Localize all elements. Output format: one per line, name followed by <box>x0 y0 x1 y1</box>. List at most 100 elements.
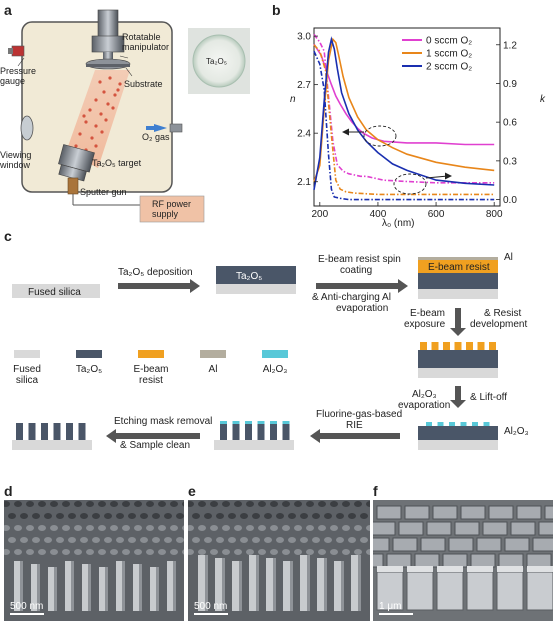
sem-pillar-top <box>198 549 206 555</box>
sem-pillar-top <box>210 549 218 555</box>
sem-pillar-top <box>176 513 184 519</box>
flow-arrow-5 <box>310 429 400 443</box>
sem-pillar-shade <box>139 564 142 611</box>
final-pillar <box>28 423 36 440</box>
sem-pillar <box>116 561 125 611</box>
xtick-label-2: 600 <box>428 209 445 220</box>
sem-block-cap <box>527 566 553 572</box>
ytick-right-label-0: 0.0 <box>503 195 517 206</box>
sem-pillar-top <box>122 501 130 507</box>
legend-material-label: Al <box>209 364 218 375</box>
sem-pillar-top <box>152 537 160 543</box>
sem-block-top <box>373 553 384 568</box>
sem-pillar-top <box>222 501 230 507</box>
sem-block <box>496 571 524 611</box>
label-manipulator-1: Rotatable <box>122 32 161 42</box>
sem-pillar-shade <box>20 561 23 611</box>
legend-material-label-2: silica <box>16 375 39 386</box>
sem-pillar-top <box>122 549 130 555</box>
sem-pillar-top <box>282 549 290 555</box>
sem-pillar-top <box>56 537 64 543</box>
sem-pillar-shade <box>156 567 159 611</box>
sem-pillar <box>167 561 176 611</box>
label-al2o3: Al₂O₃ <box>504 426 529 437</box>
sem-pillar-top <box>8 513 16 519</box>
sem-pillar-top <box>282 525 290 531</box>
sem-pillar-top <box>312 513 320 519</box>
flow-arrow-4 <box>450 386 466 408</box>
sem-pillar-top <box>92 513 100 519</box>
stack-fused-silica <box>12 284 100 298</box>
sem-pillar-top <box>32 537 40 543</box>
sem-block-top <box>454 521 480 536</box>
label-pressure-2: gauge <box>0 76 25 86</box>
legend-label-0: 0 sccm O₂ <box>426 36 472 47</box>
sem-pillar <box>82 564 91 611</box>
al2o3-block <box>449 422 455 426</box>
step3-label-b: exposure <box>404 319 446 330</box>
step6-label-a: Etching mask removal <box>114 416 212 427</box>
sem-pillar-top <box>228 537 236 543</box>
sem-block-top <box>532 537 553 552</box>
xtick-label-3: 800 <box>486 209 503 220</box>
sem-pillar-top <box>216 537 224 543</box>
step6-label-b: & Sample clean <box>120 440 190 451</box>
resist-block <box>443 342 450 350</box>
ytick-right-label-2: 0.6 <box>503 118 517 129</box>
rf-power-supply <box>139 195 205 223</box>
rie-mask-cap <box>282 421 290 424</box>
sem-pillar-top <box>204 537 212 543</box>
sem-pillar-top <box>152 513 160 519</box>
flow-arrow-6 <box>106 429 200 443</box>
sem-pillar-top <box>68 513 76 519</box>
legend-material-label: Fused <box>13 364 41 375</box>
plot-frame <box>313 27 501 207</box>
sem-pillar-top <box>50 525 58 531</box>
step2-label-b: coating <box>340 265 372 276</box>
sem-block-top <box>386 553 412 568</box>
sem-block-top <box>448 537 474 552</box>
ytick-left-label-3: 3.0 <box>297 32 311 43</box>
sem-pillar-top <box>38 549 46 555</box>
label-substrate: Substrate <box>124 79 163 89</box>
label-viewing-2: window <box>0 160 31 170</box>
sem-pillar-top <box>116 513 124 519</box>
annotation-circle-k <box>393 173 427 195</box>
rie-pillar <box>232 424 240 440</box>
sem-pillar-top <box>14 501 22 507</box>
flow-arrow-2 <box>316 279 408 293</box>
sem-pillar-top <box>146 525 154 531</box>
sem-pillar-top <box>240 537 248 543</box>
sem-pillar-top <box>140 537 148 543</box>
sem-pillar-top <box>128 513 136 519</box>
legend-label-1: 1 sccm O₂ <box>426 49 472 60</box>
sem-pillar-top <box>26 549 34 555</box>
sem-pillar <box>300 555 310 611</box>
ylabel-right: k <box>540 94 546 105</box>
sem-pillar-top <box>210 501 218 507</box>
ylabel-left: n <box>290 94 296 105</box>
sem-pillar-top <box>4 549 10 555</box>
sem-pillar-top <box>318 549 326 555</box>
sem-pillar-top <box>188 525 194 531</box>
sem-block-top <box>420 537 446 552</box>
sem-pillar-top <box>14 549 22 555</box>
scalebar-e-label: 500 nm <box>194 601 228 612</box>
sem-pillar <box>249 555 259 611</box>
step4-label-b: evaporation <box>398 400 450 411</box>
rie-mask-cap <box>220 421 227 424</box>
sem-pillar-top <box>104 537 112 543</box>
sem-pillars-d <box>4 500 184 621</box>
final-pillar <box>78 423 86 440</box>
sem-pillar-top <box>330 549 338 555</box>
sem-pillar-top <box>288 513 296 519</box>
sem-pillar-top <box>98 525 106 531</box>
sem-pillar-top <box>312 537 320 543</box>
sem-block-top <box>504 537 530 552</box>
series-k-2 <box>313 50 495 201</box>
stack-ta2o5 <box>216 266 296 284</box>
sem-pillar-top <box>134 525 142 531</box>
panel-label-e: e <box>188 483 196 499</box>
label-ebeam-layer: E-beam resist <box>428 262 490 273</box>
